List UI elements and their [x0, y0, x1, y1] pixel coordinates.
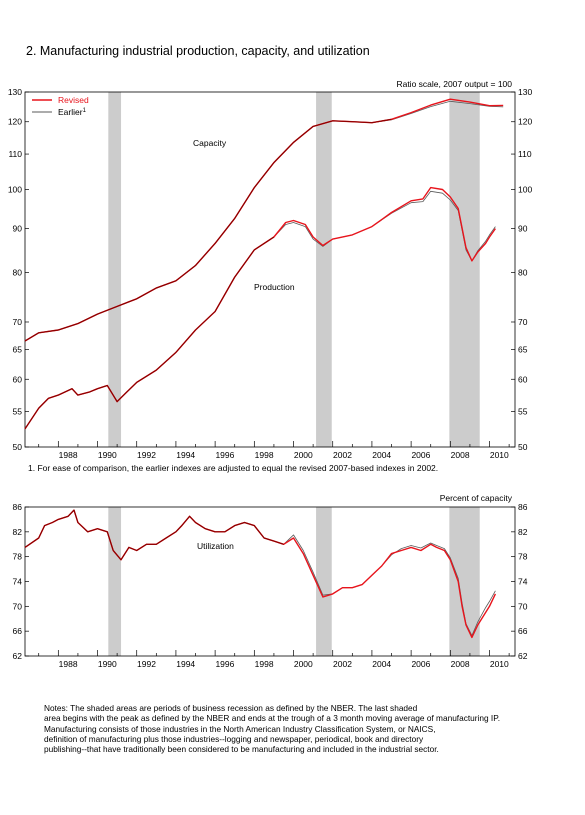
y-tick-label-left: 50 [13, 442, 23, 452]
capacity-common-line [24, 118, 392, 342]
legend-revised-label: Revised [58, 95, 89, 105]
x-tick-label: 2002 [333, 450, 352, 460]
y-tick-label-right: 80 [518, 267, 528, 277]
x-tick-label: 2004 [372, 450, 391, 460]
recession-band-1-2 [449, 92, 480, 447]
x-tick-label: 2000 [294, 450, 313, 460]
y-tick-label-left: 65 [13, 345, 23, 355]
y-tick-label-right: 50 [518, 442, 528, 452]
y-tick-label-right: 60 [518, 374, 528, 384]
x-tick-label: 2004 [372, 659, 391, 669]
y-tick-label-right: 55 [518, 407, 528, 417]
recession-band-1-0 [108, 92, 122, 447]
x-tick-label: 2006 [411, 450, 430, 460]
figure-title: 2. Manufacturing industrial production, … [26, 44, 370, 58]
recession-band-2-1 [316, 507, 332, 656]
y-tick-label-right: 62 [518, 651, 528, 661]
x-tick-label: 2008 [451, 659, 470, 669]
x-tick-label: 1998 [255, 450, 274, 460]
capacity-earlier-line [24, 100, 504, 342]
y-tick-label-left: 90 [13, 224, 23, 234]
y-tick-label-left: 82 [13, 527, 23, 537]
y-tick-label-right: 110 [518, 149, 532, 159]
capacity-label: Capacity [193, 138, 227, 148]
y-tick-label-right: 70 [518, 601, 528, 611]
production-label: Production [254, 282, 295, 292]
y-tick-label-left: 74 [13, 577, 23, 587]
x-tick-label: 1990 [98, 659, 117, 669]
utilization-common-line [24, 509, 284, 561]
x-tick-label: 1998 [255, 659, 274, 669]
x-tick-label: 1990 [98, 450, 117, 460]
y-tick-label-left: 70 [13, 601, 23, 611]
production-common-line [24, 236, 275, 430]
y-tick-label-right: 100 [518, 184, 532, 194]
y-tick-label-left: 110 [8, 149, 22, 159]
y-tick-label-left: 100 [8, 184, 22, 194]
y-tick-label-left: 66 [13, 626, 23, 636]
x-tick-label: 1988 [59, 659, 78, 669]
y-tick-label-right: 86 [518, 502, 528, 512]
y-tick-label-right: 70 [518, 317, 528, 327]
y-tick-label-left: 55 [13, 407, 23, 417]
scale-note: Ratio scale, 2007 output = 100 [396, 79, 512, 89]
x-tick-label: 2002 [333, 659, 352, 669]
x-tick-label: 2008 [451, 450, 470, 460]
y-tick-label-right: 120 [518, 117, 532, 127]
y-tick-label-left: 78 [13, 552, 23, 562]
plot-frame-1 [24, 91, 516, 448]
x-tick-label: 2000 [294, 659, 313, 669]
x-tick-label: 1994 [176, 450, 195, 460]
y-tick-label-right: 130 [518, 87, 532, 97]
y-tick-label-right: 65 [518, 345, 528, 355]
y-tick-label-right: 82 [518, 527, 528, 537]
notes: Notes: The shaded areas are periods of b… [44, 703, 501, 755]
y-tick-label-right: 78 [518, 552, 528, 562]
legend-earlier-superscript: 1 [83, 108, 87, 114]
y-tick-label-left: 70 [13, 317, 23, 327]
y-tick-label-left: 86 [13, 502, 23, 512]
production-earlier-line [24, 190, 496, 430]
x-tick-label: 1992 [137, 450, 156, 460]
capacity-revised-line [24, 98, 504, 342]
utilization-label: Utilization [197, 541, 234, 551]
y-tick-label-right: 90 [518, 224, 528, 234]
recession-band-2-2 [449, 507, 480, 656]
recession-band-1-1 [316, 92, 332, 447]
x-tick-label: 1996 [215, 450, 234, 460]
x-tick-label: 2010 [490, 450, 509, 460]
x-tick-label: 1994 [176, 659, 195, 669]
x-tick-label: 1996 [215, 659, 234, 669]
x-tick-label: 1988 [59, 450, 78, 460]
y-tick-label-right: 66 [518, 626, 528, 636]
footnote: 1. For ease of comparison, the earlier i… [28, 463, 439, 473]
legend-earlier-label: Earlier1 [58, 107, 87, 117]
production-revised-line [24, 186, 496, 430]
recession-band-2-0 [108, 507, 122, 656]
x-tick-label: 2006 [411, 659, 430, 669]
x-tick-label: 2010 [490, 659, 509, 669]
y-tick-label-left: 60 [13, 374, 23, 384]
y-tick-label-left: 80 [13, 267, 23, 277]
y-tick-label-left: 120 [8, 117, 22, 127]
y-tick-label-left: 130 [8, 87, 22, 97]
x-tick-label: 1992 [137, 659, 156, 669]
utilization-ylabel: Percent of capacity [440, 493, 513, 503]
y-tick-label-left: 62 [13, 651, 23, 661]
y-tick-label-right: 74 [518, 577, 528, 587]
